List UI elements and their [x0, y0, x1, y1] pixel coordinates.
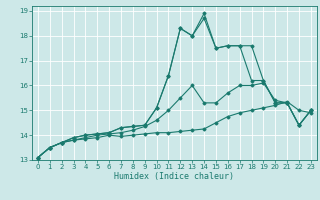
X-axis label: Humidex (Indice chaleur): Humidex (Indice chaleur)	[115, 172, 234, 181]
